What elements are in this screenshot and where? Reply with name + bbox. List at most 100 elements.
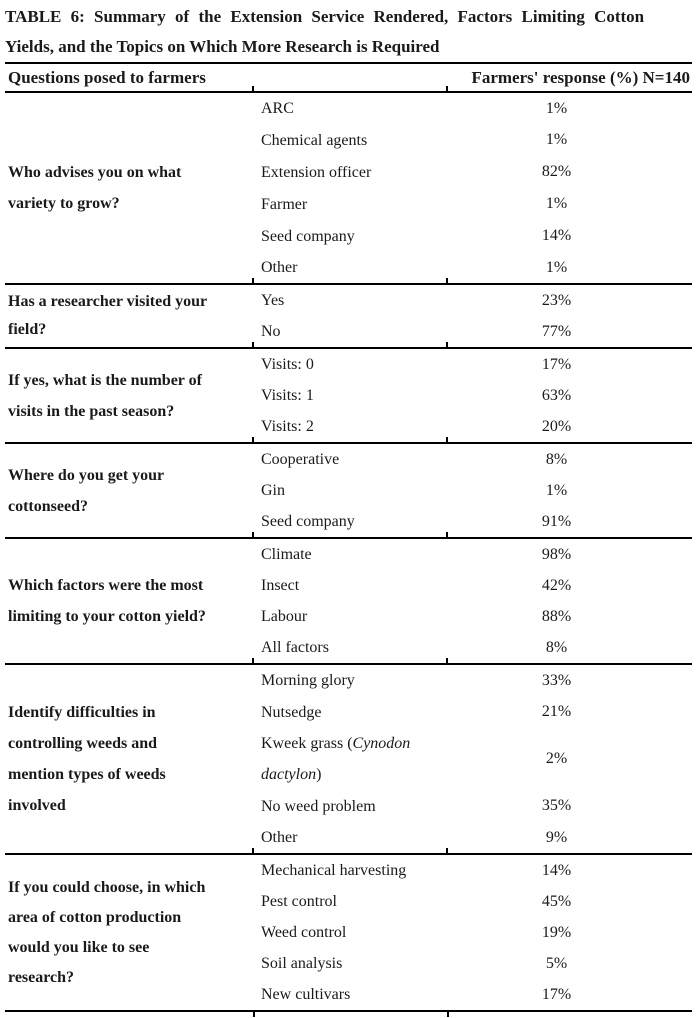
response-value-cell: 5% [545, 954, 568, 972]
response-value-cell: 9% [446, 822, 692, 854]
response-value-cell: 1% [446, 252, 692, 284]
response-value-cell: 8% [446, 632, 692, 664]
table-row: If you could choose, in which area of co… [5, 853, 692, 1011]
response-option-cell: Visits: 1 [261, 387, 314, 404]
response-value-cell: 1% [447, 91, 692, 124]
weed-name-prefix: Kweek grass ( [261, 735, 353, 752]
table-row: New cultivars 17% [5, 979, 692, 1011]
response-option-cell: Other [252, 252, 447, 284]
column-divider-tick [447, 1012, 449, 1017]
section-advises-variety: Who advises you on what variety to grow?… [5, 91, 692, 284]
table-row: Gin 1% [5, 475, 692, 506]
response-option-cell: Farmer [261, 195, 308, 213]
table-row: No 77% [5, 316, 692, 348]
response-option-cell: Kweek grass (Cynodon dactylon) [253, 728, 447, 790]
response-value-cell: 1% [545, 131, 568, 148]
survey-summary-table: Questions posed to farmers Farmers' resp… [5, 62, 692, 1012]
weed-latin-name: Cynodon dactylon [261, 735, 411, 783]
table-row: Extension officer 82% [5, 156, 692, 188]
response-option-cell: Nutsedge [261, 703, 322, 721]
section-research-area: If you could choose, in which area of co… [5, 853, 692, 1011]
table-row: Farmer 1% [5, 188, 692, 220]
response-value-cell: 21% [541, 703, 572, 720]
response-option-cell: Yes [253, 283, 447, 316]
response-option-cell: Gin [261, 482, 285, 499]
response-option-cell: Chemical agents [261, 131, 368, 149]
response-value-cell: 82% [541, 163, 572, 180]
response-option-cell: Morning glory [253, 663, 447, 696]
response-option-cell: Extension officer [261, 163, 372, 181]
response-value-cell: 91% [446, 506, 692, 538]
response-value-cell: 1% [545, 195, 568, 212]
table-row: Where do you get your cottonseed? Cooper… [5, 442, 692, 538]
header-response-column: Farmers' response (%) N=140 [252, 63, 692, 93]
document-title-line-2: Yields, and the Topics on Which More Res… [5, 37, 440, 56]
response-option-cell: No [252, 316, 447, 348]
question-cell: If you could choose, in which area of co… [5, 853, 253, 1011]
response-option-cell: No weed problem [261, 797, 376, 815]
response-value-cell: 23% [447, 283, 692, 316]
table-row: If yes, what is the number of visits in … [5, 347, 692, 443]
response-value-cell: 42% [541, 576, 572, 594]
response-value-cell: 77% [446, 316, 692, 348]
header-questions-column: Questions posed to farmers [5, 63, 253, 93]
table-row: Insect 42% [5, 570, 692, 601]
document-title-line-1: TABLE 6: Summary of the Extension Servic… [5, 7, 645, 26]
response-value-cell: 98% [447, 537, 692, 570]
response-option-cell: ARC [253, 91, 447, 124]
question-cell: Who advises you on what variety to grow? [5, 91, 253, 284]
table-row: Soil analysis 5% [5, 948, 692, 979]
question-cell: Which factors were the most limiting to … [5, 537, 253, 664]
column-divider-tick [253, 1012, 255, 1017]
response-option-cell: Other [252, 822, 447, 854]
response-value-cell: 14% [447, 853, 692, 886]
table-row: Chemical agents 1% [5, 124, 692, 156]
table-row: No weed problem 35% [5, 790, 692, 822]
question-cell: Where do you get your cottonseed? [5, 442, 253, 538]
table-header-row: Questions posed to farmers Farmers' resp… [5, 63, 692, 93]
table-row: All factors 8% [5, 632, 692, 664]
table-row: Identify difficulties in controlling wee… [5, 663, 692, 854]
response-value-cell: 19% [541, 923, 572, 941]
table-row: Visits: 1 63% [5, 380, 692, 411]
table-row: Pest control 45% [5, 886, 692, 917]
table-row: Who advises you on what variety to grow?… [5, 91, 692, 284]
section-weed-difficulties: Identify difficulties in controlling wee… [5, 663, 692, 854]
table-row: Seed company 91% [5, 506, 692, 538]
response-value-cell: 45% [541, 892, 572, 910]
response-value-cell: 17% [541, 985, 572, 1003]
response-option-cell: Visits: 2 [252, 411, 447, 443]
response-option-cell: Seed company [252, 506, 447, 538]
response-option-cell: Labour [261, 608, 308, 625]
table-row: Other 1% [5, 252, 692, 284]
response-option-cell: New cultivars [261, 986, 351, 1003]
response-option-cell: Visits: 0 [253, 347, 447, 380]
response-value-cell: 88% [541, 607, 572, 625]
response-value-cell: 2% [545, 750, 568, 767]
question-cell: Has a researcher visited your field? [5, 283, 253, 348]
response-value-cell: 20% [446, 411, 692, 443]
response-value-cell: 8% [447, 442, 692, 475]
response-option-cell: Cooperative [253, 442, 447, 475]
section-limiting-factors: Which factors were the most limiting to … [5, 537, 692, 664]
response-value-cell: 63% [541, 386, 572, 404]
table-row: Labour 88% [5, 601, 692, 632]
response-option-cell: Pest control [261, 893, 337, 910]
table-row: Nutsedge 21% [5, 696, 692, 728]
section-researcher-visited: Has a researcher visited your field? Yes… [5, 283, 692, 348]
section-cottonseed-source: Where do you get your cottonseed? Cooper… [5, 442, 692, 538]
table-row: Visits: 2 20% [5, 411, 692, 443]
response-option-cell: All factors [252, 632, 447, 664]
table-row: Weed control 19% [5, 917, 692, 948]
response-value-cell: 35% [541, 797, 572, 814]
table-bottom-edge [5, 1012, 692, 1018]
table-row: Seed company 14% [5, 220, 692, 252]
response-option-cell: Weed control [261, 924, 347, 941]
document-title: TABLE 6: Summary of the Extension Servic… [5, 2, 692, 62]
response-option-cell: Seed company [261, 227, 355, 245]
section-number-of-visits: If yes, what is the number of visits in … [5, 347, 692, 443]
response-value-cell: 14% [541, 227, 572, 244]
response-value-cell: 33% [447, 663, 692, 696]
table-row: Other 9% [5, 822, 692, 854]
